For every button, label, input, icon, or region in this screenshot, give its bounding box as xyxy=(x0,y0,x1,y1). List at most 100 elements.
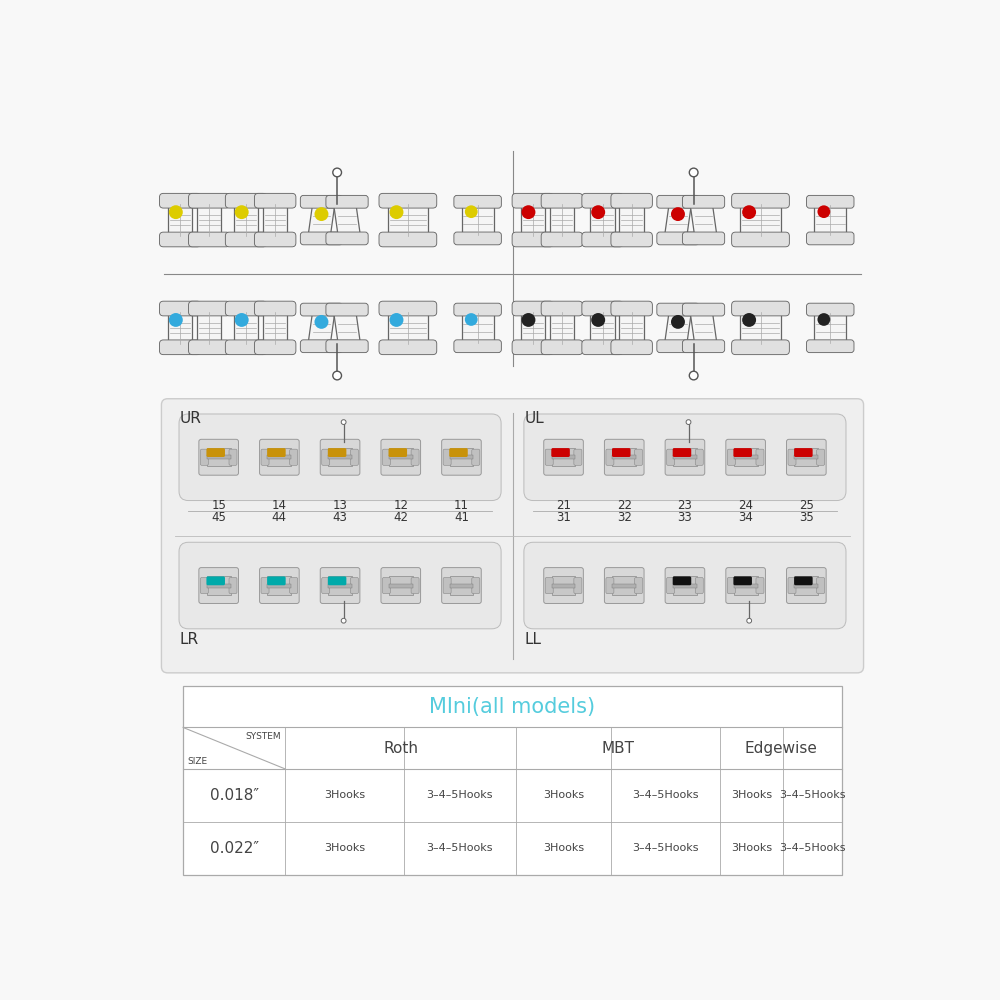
FancyBboxPatch shape xyxy=(807,340,854,353)
Text: 33: 33 xyxy=(678,511,692,524)
FancyBboxPatch shape xyxy=(443,577,451,594)
Circle shape xyxy=(314,207,328,221)
FancyBboxPatch shape xyxy=(682,303,725,316)
FancyBboxPatch shape xyxy=(667,577,675,594)
Text: 23: 23 xyxy=(677,499,692,512)
Circle shape xyxy=(817,313,830,326)
Bar xyxy=(665,204,691,236)
FancyBboxPatch shape xyxy=(322,577,330,594)
FancyBboxPatch shape xyxy=(787,568,826,603)
Bar xyxy=(619,204,644,236)
Bar xyxy=(552,455,575,459)
FancyBboxPatch shape xyxy=(454,303,501,316)
Circle shape xyxy=(235,313,249,327)
FancyBboxPatch shape xyxy=(379,193,437,208)
Text: SYSTEM: SYSTEM xyxy=(246,732,281,741)
Circle shape xyxy=(169,313,183,327)
FancyBboxPatch shape xyxy=(225,301,267,316)
Text: 13: 13 xyxy=(333,499,348,512)
FancyBboxPatch shape xyxy=(612,448,631,457)
Text: Roth: Roth xyxy=(383,741,418,756)
FancyBboxPatch shape xyxy=(300,303,343,316)
FancyBboxPatch shape xyxy=(682,195,725,208)
Text: LR: LR xyxy=(179,632,198,647)
Bar xyxy=(740,204,781,236)
Text: 45: 45 xyxy=(211,511,226,524)
Bar xyxy=(234,312,258,344)
FancyBboxPatch shape xyxy=(657,303,699,316)
FancyBboxPatch shape xyxy=(544,568,583,603)
FancyBboxPatch shape xyxy=(733,576,752,585)
Text: 41: 41 xyxy=(454,511,469,524)
Circle shape xyxy=(341,618,346,623)
FancyBboxPatch shape xyxy=(611,193,652,208)
Bar xyxy=(794,448,818,466)
Bar xyxy=(590,312,615,344)
FancyBboxPatch shape xyxy=(695,449,703,465)
FancyBboxPatch shape xyxy=(512,340,554,355)
FancyBboxPatch shape xyxy=(454,340,501,353)
FancyBboxPatch shape xyxy=(788,449,796,465)
Bar xyxy=(740,312,781,344)
Bar xyxy=(612,584,636,588)
FancyBboxPatch shape xyxy=(261,577,269,594)
FancyBboxPatch shape xyxy=(199,439,238,475)
FancyBboxPatch shape xyxy=(161,399,864,673)
FancyBboxPatch shape xyxy=(582,340,623,355)
Bar xyxy=(794,576,818,595)
Bar xyxy=(168,204,192,236)
Bar xyxy=(734,455,758,459)
Bar xyxy=(234,204,258,236)
Text: LL: LL xyxy=(524,632,541,647)
FancyBboxPatch shape xyxy=(604,568,644,603)
FancyBboxPatch shape xyxy=(794,576,813,585)
FancyBboxPatch shape xyxy=(189,301,230,316)
FancyBboxPatch shape xyxy=(817,577,825,594)
Text: 3–4–5Hooks: 3–4–5Hooks xyxy=(779,843,845,853)
FancyBboxPatch shape xyxy=(512,232,554,247)
FancyBboxPatch shape xyxy=(326,232,368,245)
Bar xyxy=(207,455,231,459)
Bar xyxy=(263,204,287,236)
Circle shape xyxy=(742,313,756,327)
Text: MIni(all models): MIni(all models) xyxy=(429,697,596,717)
Bar xyxy=(183,686,842,875)
FancyBboxPatch shape xyxy=(787,439,826,475)
Text: 3–4–5Hooks: 3–4–5Hooks xyxy=(427,843,493,853)
FancyBboxPatch shape xyxy=(206,448,225,457)
Text: UR: UR xyxy=(179,411,201,426)
FancyBboxPatch shape xyxy=(382,577,390,594)
Bar xyxy=(794,455,818,459)
FancyBboxPatch shape xyxy=(611,232,652,247)
FancyBboxPatch shape xyxy=(541,232,583,247)
FancyBboxPatch shape xyxy=(756,449,764,465)
FancyBboxPatch shape xyxy=(794,448,813,457)
FancyBboxPatch shape xyxy=(200,449,208,465)
Text: 32: 32 xyxy=(617,511,632,524)
Bar xyxy=(550,204,574,236)
FancyBboxPatch shape xyxy=(381,439,421,475)
Bar xyxy=(550,312,574,344)
FancyBboxPatch shape xyxy=(443,449,451,465)
Circle shape xyxy=(333,371,342,380)
FancyBboxPatch shape xyxy=(189,340,230,355)
FancyBboxPatch shape xyxy=(442,439,481,475)
FancyBboxPatch shape xyxy=(551,448,570,457)
FancyBboxPatch shape xyxy=(544,439,583,475)
FancyBboxPatch shape xyxy=(206,576,225,585)
FancyBboxPatch shape xyxy=(322,449,330,465)
FancyBboxPatch shape xyxy=(328,448,346,457)
Bar xyxy=(207,584,231,588)
Bar xyxy=(207,576,231,595)
Circle shape xyxy=(817,205,830,218)
Bar xyxy=(521,204,545,236)
Text: 44: 44 xyxy=(272,511,287,524)
FancyBboxPatch shape xyxy=(350,449,358,465)
Bar xyxy=(450,576,473,595)
FancyBboxPatch shape xyxy=(229,577,237,594)
FancyBboxPatch shape xyxy=(179,414,501,501)
Bar xyxy=(267,448,291,466)
Bar xyxy=(673,455,697,459)
Bar xyxy=(734,576,758,595)
FancyBboxPatch shape xyxy=(326,340,368,353)
